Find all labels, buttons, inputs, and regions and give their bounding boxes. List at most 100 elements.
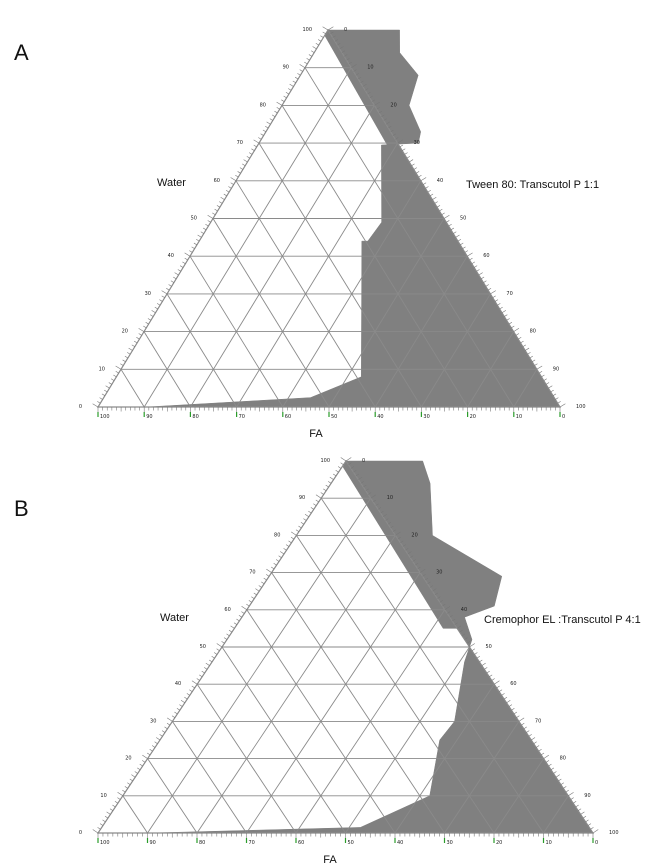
- axis-tick: [166, 722, 171, 726]
- axis-tick: [377, 507, 382, 510]
- axis-tick: [413, 167, 417, 170]
- axis-tick: [173, 276, 177, 280]
- tick-label-left: 20: [125, 756, 131, 762]
- axis-tick: [340, 462, 344, 465]
- axis-tick: [189, 250, 193, 253]
- axis-tick: [122, 359, 126, 363]
- axis-tick: [404, 152, 408, 155]
- axis-tick: [592, 829, 599, 834]
- tick-label-left: 40: [168, 253, 174, 259]
- tick-label-bottom: 10: [516, 414, 522, 420]
- tick-label-left: 50: [200, 644, 206, 650]
- axis-tick: [269, 118, 273, 121]
- panel-label-b: B: [14, 496, 29, 521]
- axis-tick: [315, 494, 322, 499]
- axis-tick: [536, 745, 540, 748]
- axis-tick: [360, 481, 364, 484]
- axis-tick: [117, 792, 123, 797]
- axis-tick: [427, 190, 431, 193]
- axis-tick: [223, 193, 227, 197]
- axis-tick: [402, 544, 406, 547]
- axis-tick: [333, 473, 337, 477]
- axis-tick: [405, 548, 409, 551]
- tick-label-right: 0: [362, 458, 365, 464]
- axis-tick: [105, 385, 110, 389]
- axis-tick: [147, 318, 152, 321]
- axis-tick: [290, 531, 297, 536]
- grid-line-right-parallel: [147, 758, 198, 834]
- axis-tick: [110, 378, 115, 381]
- axis-tick: [233, 622, 238, 625]
- tick-label-bottom: 60: [298, 840, 304, 846]
- axis-tick: [434, 201, 438, 204]
- axis-tick: [387, 522, 392, 525]
- tick-label-bottom: 0: [562, 414, 565, 420]
- axis-tick: [253, 144, 257, 148]
- axis-tick: [492, 295, 496, 298]
- axis-tick: [508, 321, 513, 325]
- tick-label-bottom: 30: [423, 414, 429, 420]
- axis-tick: [207, 220, 211, 223]
- axis-tick: [367, 92, 371, 95]
- axis-tick: [242, 163, 246, 166]
- axis-tick: [380, 510, 384, 514]
- grid-line-left-parallel: [513, 369, 538, 408]
- axis-tick: [407, 551, 412, 555]
- axis-tick: [370, 494, 377, 499]
- axis-tick: [476, 655, 480, 659]
- axis-tick: [494, 680, 500, 685]
- axis-tick: [285, 544, 290, 547]
- tick-label-bottom: 10: [546, 840, 552, 846]
- axis-tick: [174, 711, 178, 715]
- axis-tick: [363, 484, 367, 488]
- axis-tick: [117, 797, 121, 800]
- axis-tick: [416, 171, 420, 174]
- tick-label-left: 30: [145, 291, 151, 297]
- axis-tick: [251, 596, 255, 599]
- axis-tick: [211, 655, 215, 659]
- axis-tick: [385, 518, 389, 521]
- tick-label-left: 90: [283, 65, 289, 71]
- axis-tick: [337, 42, 341, 46]
- axis-tick: [382, 514, 388, 518]
- axis-tick: [478, 272, 483, 276]
- axis-tick: [497, 303, 501, 306]
- axis-tick: [265, 125, 269, 129]
- axis-tick: [179, 704, 183, 707]
- axis-tick: [543, 754, 550, 759]
- axis-tick: [432, 197, 437, 200]
- axis-tick: [280, 551, 285, 555]
- axis-tick: [261, 581, 265, 585]
- axis-tick: [494, 299, 499, 302]
- axis-tick: [565, 789, 569, 793]
- axis-tick: [92, 829, 99, 834]
- axis-tick: [248, 152, 253, 155]
- grid-line-right-parallel: [221, 646, 346, 834]
- axis-tick: [469, 257, 473, 261]
- axis-tick: [306, 58, 310, 61]
- axis-label-bottom: FA: [323, 854, 337, 863]
- axis-tick: [312, 46, 317, 50]
- axis-tick: [253, 592, 257, 596]
- tick-label-right: 20: [411, 532, 417, 538]
- axis-label-bottom: FA: [309, 428, 323, 440]
- axis-tick: [529, 355, 533, 359]
- axis-tick: [392, 529, 397, 532]
- axis-tick: [548, 385, 553, 389]
- axis-tick: [154, 306, 158, 310]
- axis-tick: [397, 536, 401, 540]
- axis-tick: [498, 689, 503, 692]
- axis-tick: [513, 328, 520, 332]
- tick-label-bottom: 0: [595, 840, 598, 846]
- tick-label-left: 90: [299, 495, 305, 501]
- axis-tick: [501, 693, 505, 696]
- axis-tick: [429, 193, 434, 197]
- axis-tick: [139, 763, 143, 767]
- axis-tick: [545, 382, 550, 385]
- axis-tick: [395, 531, 401, 536]
- axis-tick: [124, 355, 129, 359]
- axis-tick: [180, 700, 185, 704]
- axis-tick: [522, 344, 527, 347]
- axis-tick: [550, 767, 555, 771]
- axis-tick: [176, 708, 181, 711]
